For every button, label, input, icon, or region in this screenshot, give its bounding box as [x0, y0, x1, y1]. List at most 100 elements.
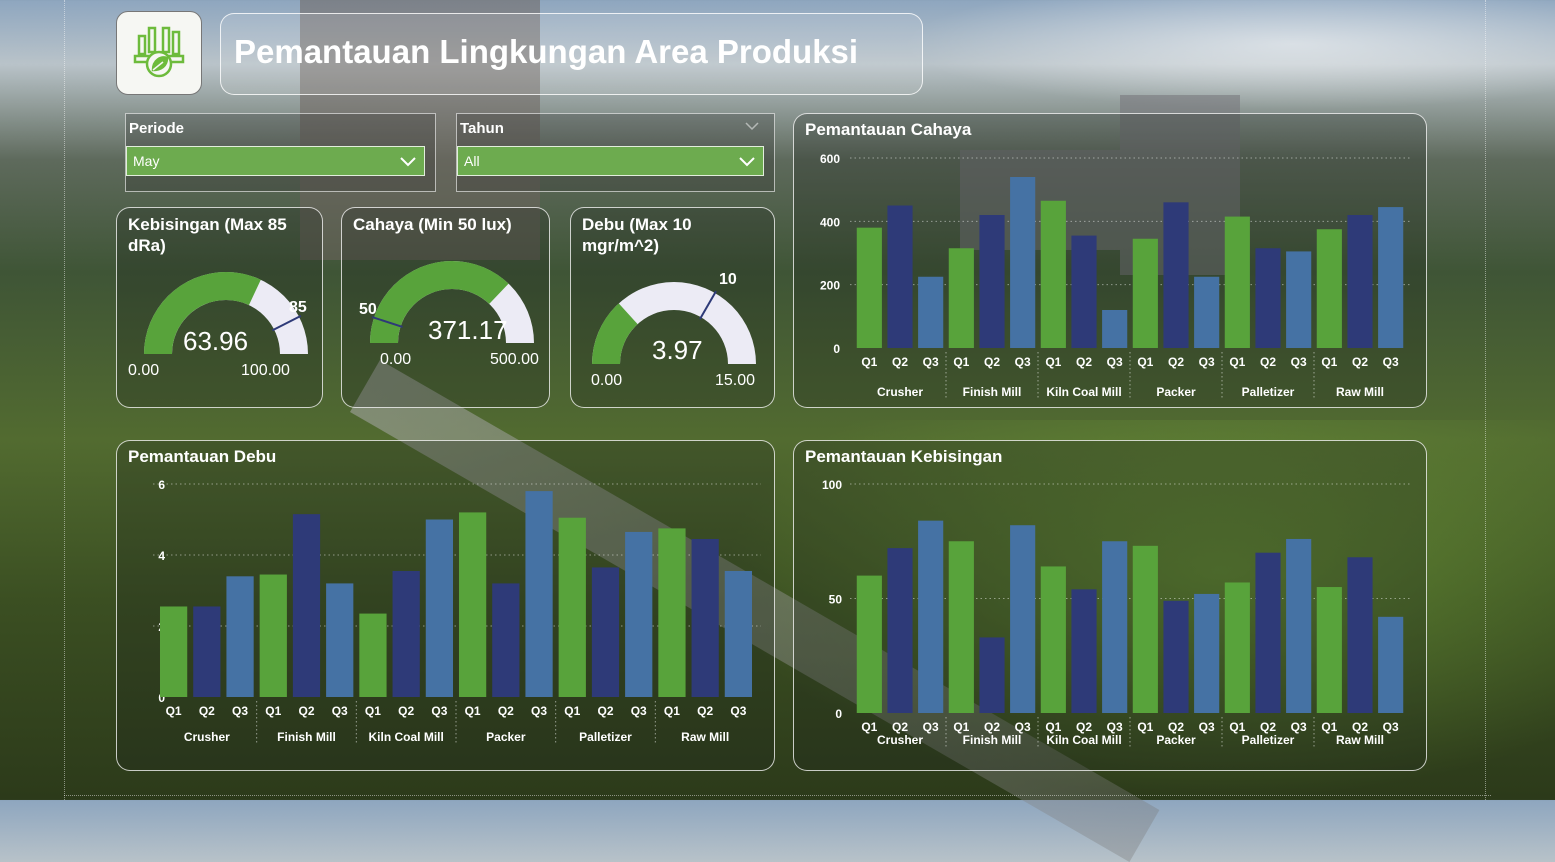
chart-card-kebisingan: Pemantauan Kebisingan 0 50 100 Q1 Q2 Q3 Crushe…: [793, 440, 1427, 771]
gauge-value: 3.97: [652, 335, 703, 365]
gauge-kebisingan: [144, 272, 308, 354]
tahun-dropdown[interactable]: All: [457, 146, 764, 176]
bar: [1316, 587, 1342, 713]
gauge-min-label: 0.00: [128, 362, 160, 379]
y-tick-label: 50: [829, 593, 843, 607]
bar: [1102, 541, 1128, 713]
periode-value: May: [133, 153, 160, 169]
bar: [1316, 229, 1342, 348]
gauge-card-cahaya: Cahaya (Min 50 lux) 371.17 0.00 500.00 5…: [341, 207, 550, 408]
bar: [1286, 251, 1312, 348]
gauge-target-label: 10: [719, 271, 737, 288]
y-tick-label: 600: [820, 152, 840, 166]
tahun-slicer[interactable]: Tahun All: [456, 113, 775, 192]
x-tick-label: Q3: [730, 704, 746, 718]
x-tick-label: Q3: [531, 704, 547, 718]
bar: [948, 248, 974, 348]
group-label: Finish Mill: [963, 385, 1022, 399]
bar: [1286, 538, 1312, 713]
bar: [658, 528, 686, 697]
gauge-max-label: 15.00: [715, 372, 756, 389]
chevron-down-icon[interactable]: [737, 151, 757, 171]
x-tick-label: Q3: [1383, 720, 1399, 734]
canvas-guide-right: [1485, 0, 1486, 800]
bar-chart-debu: 0246Q1Q2Q3CrusherQ1Q2Q3Finish MillQ1Q2Q3…: [153, 478, 761, 745]
gauge-target-marker: [371, 316, 403, 328]
bar: [326, 583, 354, 697]
bar: [1132, 545, 1158, 713]
bar: [1347, 557, 1373, 713]
bar-chart-cahaya: 0 200 400 600 Q1 Q2 Q3 Crusher Q1 Q2 Q3 Finish Mill…: [820, 152, 1412, 400]
bar: [1255, 552, 1281, 713]
bar: [1132, 238, 1158, 348]
chart-title: Pemantauan Kebisingan: [805, 447, 1003, 466]
group-label: Palletizer: [1242, 385, 1295, 399]
periode-slicer[interactable]: Periode May: [125, 113, 436, 192]
x-tick-label: Q2: [984, 720, 1000, 734]
group-label: Palletizer: [1242, 733, 1295, 747]
bar: [558, 517, 586, 697]
x-tick-label: Q2: [298, 704, 314, 718]
bar: [193, 606, 221, 697]
x-tick-label: Q1: [664, 704, 680, 718]
group-label: Raw Mill: [1336, 385, 1384, 399]
tahun-value: All: [464, 153, 480, 169]
group-label: Raw Mill: [681, 730, 729, 744]
bar: [1102, 310, 1128, 348]
eco-chart-leaf-icon: [133, 26, 185, 78]
x-tick-label: Q1: [365, 704, 381, 718]
bar: [856, 575, 882, 713]
chart-card-debu: Pemantauan Debu 0246Q1Q2Q3CrusherQ1Q2Q3F…: [116, 440, 775, 771]
x-tick-label: Q1: [861, 720, 877, 734]
group-label: Kiln Coal Mill: [1046, 385, 1121, 399]
gauge-card-debu: Debu (Max 10 mgr/m^2) 3.97 0.00 15.00 10: [570, 207, 775, 408]
chevron-down-icon[interactable]: [398, 151, 418, 171]
x-tick-label: Q2: [892, 355, 908, 369]
x-tick-label: Q3: [232, 704, 248, 718]
group-label: Raw Mill: [1336, 733, 1384, 747]
chart-card-cahaya: Pemantauan Cahaya 0 200 400 600 Q1 Q2 Q3 Crushe…: [793, 113, 1427, 408]
x-tick-label: Q1: [1321, 355, 1337, 369]
x-tick-label: Q2: [1168, 720, 1184, 734]
group-label: Crusher: [184, 730, 230, 744]
x-tick-label: Q1: [1045, 720, 1061, 734]
bar: [625, 531, 653, 697]
x-tick-label: Q1: [1229, 355, 1245, 369]
x-tick-label: Q1: [465, 704, 481, 718]
x-tick-label: Q1: [953, 720, 969, 734]
x-tick-label: Q3: [1015, 355, 1031, 369]
bar: [458, 512, 487, 697]
x-tick-label: Q2: [1352, 720, 1368, 734]
group-label: Packer: [1156, 385, 1196, 399]
bar: [591, 567, 620, 697]
bar: [1010, 177, 1036, 348]
x-tick-label: Q2: [1076, 720, 1092, 734]
chevron-down-icon[interactable]: [744, 120, 760, 132]
x-tick-label: Q2: [1260, 355, 1276, 369]
x-tick-label: Q2: [199, 704, 215, 718]
gauge-card-kebisingan: Kebisingan (Max 85 dRa) 63.96 0.00 100.0…: [116, 207, 323, 408]
bar: [1040, 200, 1066, 348]
x-tick-label: Q3: [1291, 720, 1307, 734]
periode-label: Periode: [129, 120, 185, 137]
x-tick-label: Q2: [1260, 720, 1276, 734]
periode-dropdown[interactable]: May: [126, 146, 425, 176]
gauge-target-label: 50: [359, 301, 377, 318]
bar: [887, 205, 913, 348]
gauge-max-label: 500.00: [490, 351, 539, 368]
bar: [1071, 589, 1097, 713]
bar: [979, 637, 1005, 713]
x-tick-label: Q2: [1076, 355, 1092, 369]
canvas-guide-bottom: [64, 795, 1491, 796]
gauge-title: Cahaya (Min 50 lux): [353, 215, 512, 234]
x-tick-label: Q1: [166, 704, 182, 718]
logo: [116, 11, 202, 95]
bar: [525, 491, 553, 697]
x-tick-label: Q3: [1199, 355, 1215, 369]
group-label: Packer: [1156, 733, 1196, 747]
bar: [1010, 525, 1036, 713]
x-tick-label: Q2: [398, 704, 414, 718]
bar: [492, 583, 520, 697]
x-tick-label: Q3: [631, 704, 647, 718]
